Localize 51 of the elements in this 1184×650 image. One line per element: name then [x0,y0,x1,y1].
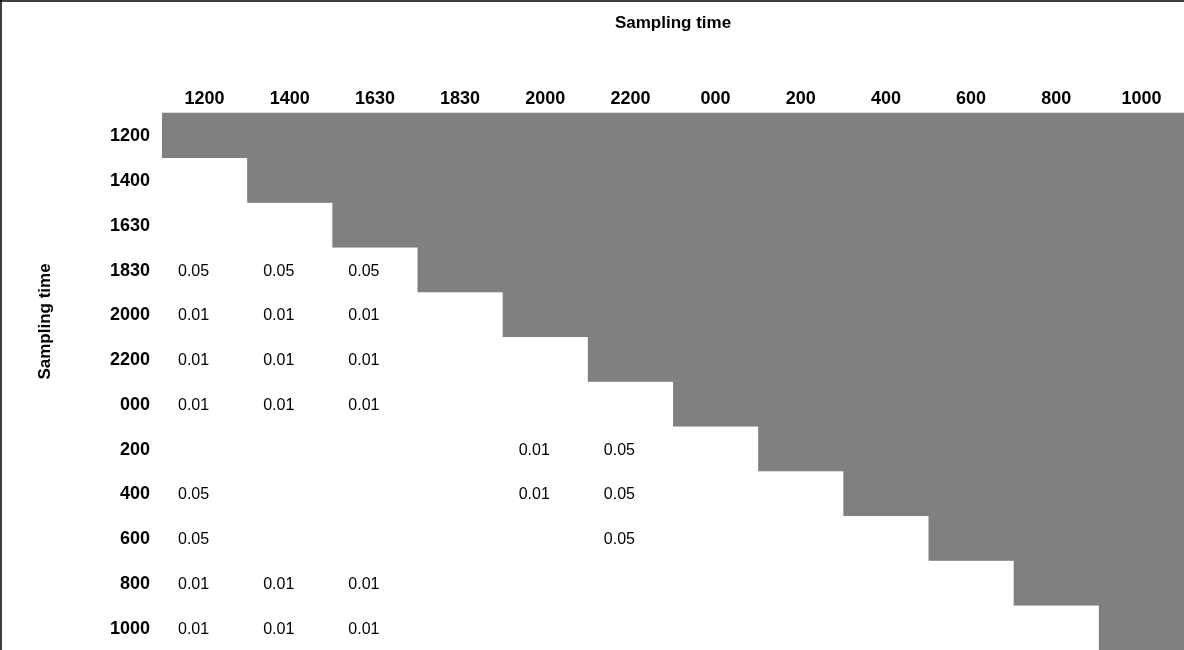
x-tick-label: 000 [700,88,731,108]
y-tick-label: 2200 [109,349,150,370]
y-tick-label: 1200 [109,125,150,146]
data-label: 0.01 [348,395,380,413]
data-label: 0.01 [263,574,295,592]
data-label: 0.05 [603,485,636,503]
data-label: 0.01 [178,351,210,369]
x-tick-label: 2200 [610,88,651,108]
data-label: 0.01 [263,619,295,637]
data-label: 0.01 [263,351,295,369]
x-tick-label: 400 [870,88,901,108]
data-label: 0.01 [263,395,295,413]
x-tick-label: 2000 [525,88,566,108]
y-tick-label: 600 [119,528,150,549]
data-label: 0.01 [178,574,210,592]
y-axis-title: Sampling time [35,263,54,380]
y-tick-label: 1400 [109,170,150,191]
data-label: 0.05 [603,440,636,458]
x-tick-label: 200 [785,88,816,108]
x-axis-title: Sampling time [614,13,732,32]
y-tick-label: 000 [119,393,150,414]
data-label: 0.01 [348,306,380,324]
data-label: 0.05 [603,530,636,548]
y-tick-label: 1830 [109,259,150,280]
data-label: 0.01 [348,574,380,592]
y-tick-label: 1000 [109,617,150,638]
data-label: 0.01 [263,306,295,324]
data-label: 0.01 [178,306,210,324]
x-tick-label: 1000 [1121,88,1162,108]
x-tick-label: 1400 [269,88,310,108]
data-label: 0.05 [178,261,210,279]
data-label: 0.01 [178,395,210,413]
x-tick-label: 1200 [184,88,225,108]
y-tick-label: 2000 [109,304,150,325]
x-tick-label: 1630 [354,88,395,108]
x-tick-label: 800 [1041,88,1072,108]
y-tick-label: 200 [119,438,150,459]
y-tick-label: 400 [119,483,150,504]
data-label: 0.05 [263,261,295,279]
x-tick-label: 1830 [440,88,481,108]
data-label: 0.05 [178,530,210,548]
data-label: 0.05 [348,261,380,279]
x-tick-label: 600 [956,88,987,108]
y-tick-label: 1630 [109,214,150,235]
data-label: 0.01 [518,440,550,458]
data-label: 0.05 [178,485,210,503]
data-label: 0.01 [518,485,550,503]
y-tick-label: 800 [119,572,150,593]
data-label: 0.01 [348,351,380,369]
data-label: 0.01 [348,619,380,637]
data-label: 0.01 [178,619,210,637]
